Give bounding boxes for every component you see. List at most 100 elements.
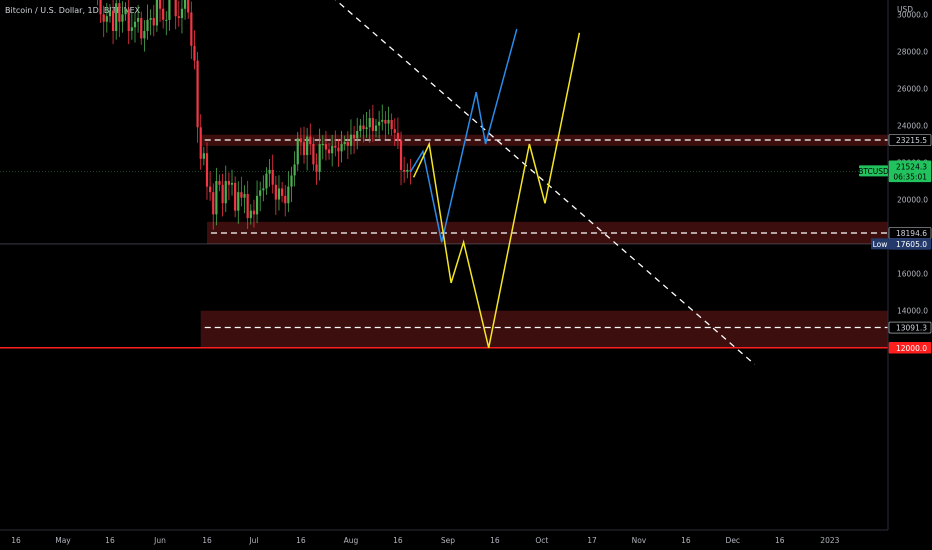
candle-72 [287,171,290,212]
candle-body [352,134,356,139]
candle-body [224,181,227,204]
candle-20 [124,2,127,21]
candle-86 [331,134,334,167]
candle-body [378,121,381,126]
candle-body [293,164,296,176]
candle-body [255,195,259,215]
candle-body [180,8,184,19]
x-tick-label: May [55,536,71,545]
candle-42 [193,30,196,70]
price-label-6: 12000.0 [888,341,932,354]
candle-body [321,143,324,145]
candle-66 [268,158,271,187]
price-label-0: 23215.5 [888,134,932,146]
candle-body [343,142,346,144]
candle-body [262,188,265,191]
candle-53 [227,172,230,201]
symbol-badge-box [859,165,888,177]
candle-58 [243,185,246,214]
candle-26 [143,20,146,52]
candle-43 [196,51,199,143]
candle-body [124,8,127,15]
candle-body [146,19,149,31]
price-axis-bg [888,0,932,550]
trendline [334,0,756,365]
candle-67 [271,154,274,194]
candle-18 [118,0,121,38]
x-tick-label: Jul [248,536,258,545]
candle-body [102,14,105,22]
candle-body [334,145,337,148]
x-tick-label: 16 [202,536,212,545]
x-tick-label: Dec [726,536,741,545]
candle-105 [390,113,393,136]
symbol-badge-text: BTCUSD [858,167,889,176]
price-label-3: 18194.6 [888,227,932,239]
lines-layer [334,0,756,365]
candle-body [99,0,102,15]
candle-body [252,210,256,215]
candle-19 [121,1,124,33]
zone-0 [200,134,889,146]
candle-91 [346,131,349,159]
candle-body [105,16,108,22]
candle-92 [349,119,353,155]
candle-body [302,142,306,156]
price-label-text: 12000.0 [896,344,927,353]
candle-30 [155,0,158,32]
candle-body [137,18,140,22]
candle-103 [384,111,387,139]
candle-49 [215,167,218,226]
candle-98 [368,109,371,143]
chart-title: Bitcoin / U.S. Dollar, 1D, BITFINEX [5,6,141,15]
candle-14 [105,3,108,33]
x-tick-label: Aug [344,536,359,545]
candle-68 [274,176,277,215]
candle-body [108,10,112,17]
candle-12 [99,0,102,24]
candle-77 [302,126,306,164]
candle-85 [327,143,331,160]
candles-layer [97,0,412,230]
price-label-box [888,341,932,354]
candle-51 [221,173,224,217]
candle-body [212,192,215,215]
candle-88 [337,138,340,167]
candle-48 [212,183,215,230]
x-tick-label: Jun [153,536,166,545]
candle-body [183,0,187,9]
y-tick-label: 16000.0 [897,270,928,279]
candle-body [190,12,193,46]
price-label-text: 21524.3 [896,162,927,171]
candle-97 [365,111,368,138]
candle-body [403,169,406,172]
candle-13 [102,5,105,38]
price-label-box [888,134,932,146]
candle-28 [149,9,152,36]
candle-body [331,145,334,154]
candle-body [306,136,309,156]
candle-101 [378,110,381,139]
candle-body [218,181,221,185]
candle-63 [259,181,262,212]
candle-37 [177,0,180,27]
candle-body [312,143,315,165]
candle-22 [130,11,133,40]
candle-55 [234,176,237,218]
x-tick-label: 16 [296,536,306,545]
candle-body [240,192,243,198]
candle-78 [306,127,309,171]
low-badge-box [871,238,889,250]
candle-96 [362,114,365,143]
candle-body [227,181,230,185]
candle-36 [174,0,177,30]
candle-61 [252,199,256,228]
price-label-box [888,170,932,183]
candle-body [230,182,234,185]
candle-69 [277,175,281,211]
y-tick-label: 20000.0 [897,196,928,205]
candle-62 [255,180,259,224]
x-tick-label: 16 [393,536,403,545]
candle-41 [190,1,193,59]
